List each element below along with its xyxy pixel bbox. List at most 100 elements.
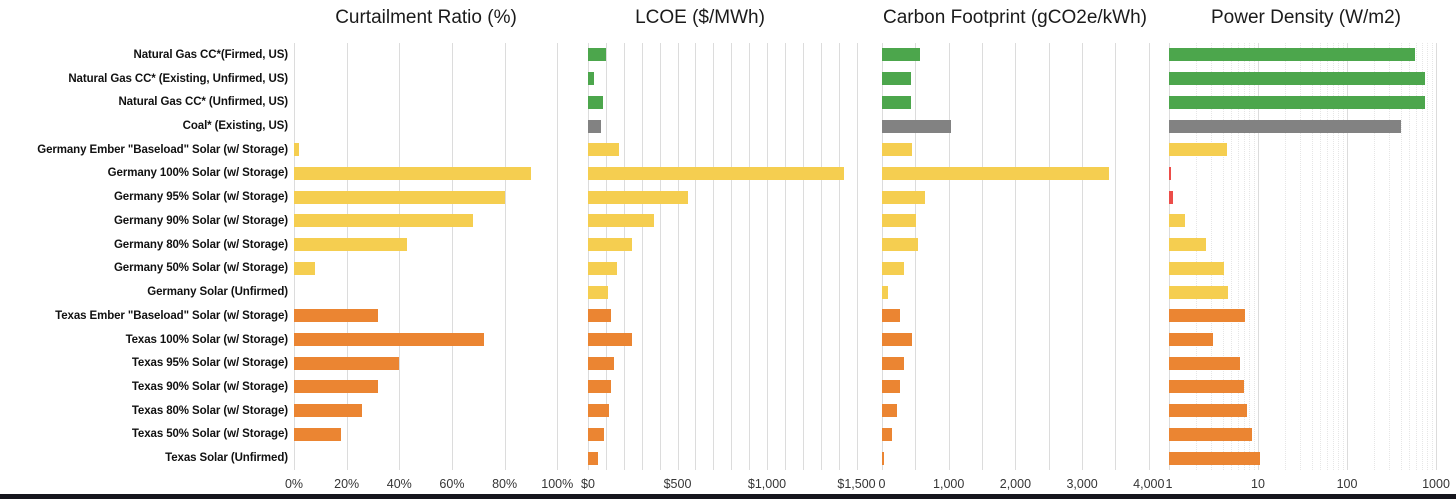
- gridline: [915, 43, 917, 470]
- tick-label-curtailment: 100%: [541, 477, 574, 491]
- bar-lcoe: [588, 261, 617, 275]
- bar-lcoe: [588, 238, 633, 252]
- gridline: [784, 43, 786, 470]
- tick-label-curtailment: 0%: [284, 477, 304, 491]
- bar-power_density: [1169, 72, 1425, 86]
- gridline: [749, 43, 751, 470]
- tick-label-curtailment: 60%: [439, 477, 465, 491]
- minor-gridline: [1231, 43, 1233, 470]
- bar-carbon: [882, 333, 912, 347]
- gridline: [948, 43, 950, 470]
- minor-gridline: [1222, 43, 1224, 470]
- bar-carbon: [882, 404, 898, 418]
- gridline: [1115, 43, 1117, 470]
- gridline: [1148, 43, 1150, 470]
- minor-gridline: [1338, 43, 1340, 470]
- minor-gridline: [1400, 43, 1402, 470]
- bar-curtailment: [294, 380, 379, 394]
- tick-label-power_density: 1: [1165, 477, 1173, 491]
- bar-power_density: [1169, 333, 1213, 347]
- plot-area-carbon: [882, 43, 1155, 470]
- gridline: [641, 43, 643, 470]
- gridline: [695, 43, 697, 470]
- bar-lcoe: [588, 404, 609, 418]
- bar-curtailment: [294, 143, 300, 157]
- tick-label-curtailment: 40%: [386, 477, 412, 491]
- tick-label-lcoe: $1,500: [837, 477, 876, 491]
- minor-gridline: [1253, 43, 1255, 470]
- gridline: [713, 43, 715, 470]
- gridline: [1169, 43, 1170, 470]
- tick-label-lcoe: $500: [663, 477, 692, 491]
- gridline: [838, 43, 840, 470]
- minor-gridline: [1373, 43, 1375, 470]
- bar-carbon: [882, 95, 911, 109]
- gridline: [1436, 43, 1437, 470]
- bar-carbon: [882, 214, 917, 228]
- minor-gridline: [1427, 43, 1429, 470]
- bar-lcoe: [588, 451, 599, 465]
- row-label: Texas 80% Solar (w/ Storage): [131, 404, 288, 417]
- bar-lcoe: [588, 380, 611, 394]
- minor-gridline: [1416, 43, 1418, 470]
- bar-lcoe: [588, 356, 615, 370]
- bar-carbon: [882, 356, 905, 370]
- bar-carbon: [882, 166, 1109, 180]
- bar-curtailment: [294, 356, 400, 370]
- row-label: Germany 95% Solar (w/ Storage): [113, 191, 288, 204]
- bar-power_density: [1169, 119, 1401, 133]
- bar-power_density: [1169, 356, 1241, 370]
- bar-power_density: [1169, 309, 1245, 323]
- gridline: [856, 43, 858, 470]
- tick-label-lcoe: $0: [581, 477, 595, 491]
- minor-gridline: [1422, 43, 1424, 470]
- plot-area-power_density: [1169, 43, 1444, 470]
- gridline: [1258, 43, 1259, 470]
- row-label: Natural Gas CC* (Unfirmed, US): [118, 96, 288, 109]
- gridline: [399, 43, 401, 470]
- bar-lcoe: [588, 166, 844, 180]
- bar-carbon: [882, 261, 904, 275]
- bar-lcoe: [588, 190, 689, 204]
- bar-power_density: [1169, 427, 1252, 441]
- bar-carbon: [882, 285, 889, 299]
- minor-gridline: [1300, 43, 1302, 470]
- chart-title-curtailment: Curtailment Ratio (%): [335, 7, 517, 28]
- plot-area-curtailment: [294, 43, 562, 470]
- bar-carbon: [882, 427, 892, 441]
- minor-gridline: [1311, 43, 1313, 470]
- bar-lcoe: [588, 143, 619, 157]
- gridline: [605, 43, 607, 470]
- minor-gridline: [1249, 43, 1251, 470]
- gridline: [346, 43, 348, 470]
- gridline: [1082, 43, 1084, 470]
- bar-power_density: [1169, 190, 1173, 204]
- row-label: Coal* (Existing, US): [182, 120, 288, 133]
- tick-label-carbon: 4,000: [1133, 477, 1165, 491]
- bar-carbon: [882, 143, 913, 157]
- bar-curtailment: [294, 166, 531, 180]
- tick-label-curtailment: 80%: [492, 477, 518, 491]
- bar-curtailment: [294, 238, 408, 252]
- bar-curtailment: [294, 309, 379, 323]
- minor-gridline: [1244, 43, 1246, 470]
- bar-lcoe: [588, 119, 602, 133]
- bar-carbon: [882, 119, 952, 133]
- gridline: [623, 43, 625, 470]
- gridline: [982, 43, 984, 470]
- tick-label-lcoe: $1,000: [747, 477, 787, 491]
- row-label: Texas Ember "Baseload" Solar (w/ Storage…: [55, 309, 288, 322]
- minor-gridline: [1238, 43, 1240, 470]
- bar-power_density: [1169, 404, 1247, 418]
- minor-gridline: [1327, 43, 1329, 470]
- tick-label-curtailment: 20%: [334, 477, 360, 491]
- minor-gridline: [1211, 43, 1213, 470]
- bar-curtailment: [294, 214, 473, 228]
- minor-gridline: [1431, 43, 1433, 470]
- bar-power_density: [1169, 285, 1228, 299]
- row-label: Germany Ember "Baseload" Solar (w/ Stora…: [37, 143, 288, 156]
- gridline: [294, 43, 295, 470]
- bottom-window-edge: [0, 494, 1456, 499]
- bar-power_density: [1169, 451, 1260, 465]
- minor-gridline: [1409, 43, 1411, 470]
